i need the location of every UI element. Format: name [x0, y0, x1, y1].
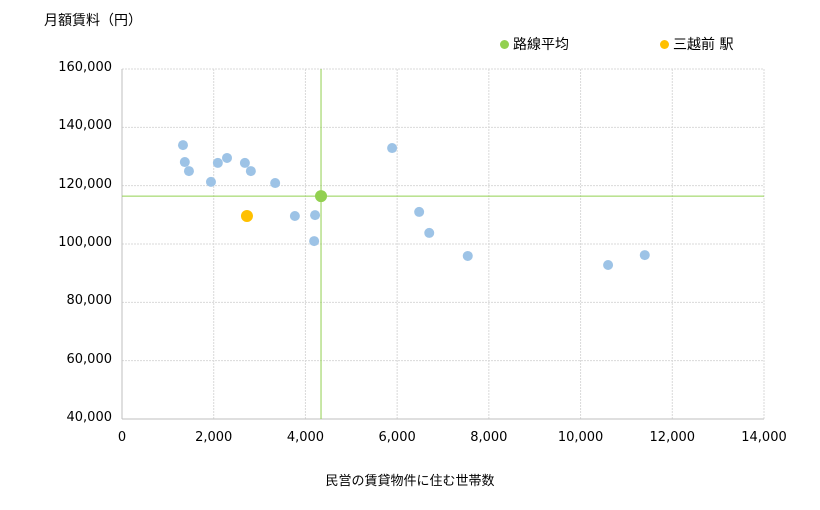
legend-item-route-average: 路線平均 — [500, 34, 569, 54]
y-tick-label: 60,000 — [66, 351, 113, 367]
legend-item-station: 三越前 駅 — [660, 34, 733, 54]
orange-dot-icon — [660, 39, 669, 49]
x-tick-label: 12,000 — [649, 430, 696, 445]
x-tick-label: 8,000 — [470, 430, 508, 445]
x-tick-label: 4,000 — [286, 430, 325, 445]
x-tick-label: 14,000 — [741, 430, 787, 445]
data-point — [240, 210, 253, 222]
data-point — [205, 176, 216, 187]
data-point — [424, 227, 435, 238]
green-dot-icon — [500, 39, 509, 49]
data-point — [309, 236, 320, 247]
y-tick-label: 160,000 — [58, 60, 112, 75]
x-axis-title: 民営の賃貸物件に住む世帯数 — [325, 474, 495, 489]
data-point — [414, 206, 425, 217]
y-tick-label: 120,000 — [58, 176, 112, 192]
legend-label: 路線平均 — [513, 37, 569, 53]
data-point — [315, 190, 328, 203]
data-point — [639, 250, 650, 261]
data-point — [310, 210, 321, 221]
y-tick-label: 100,000 — [58, 235, 112, 250]
data-point — [179, 157, 190, 168]
y-tick-label: 80,000 — [66, 293, 113, 309]
data-point — [222, 152, 233, 163]
data-point — [212, 157, 223, 168]
legend-label: 三越前 駅 — [673, 37, 734, 53]
data-point — [270, 178, 281, 189]
data-point — [462, 250, 473, 261]
data-point — [177, 140, 188, 151]
data-point — [183, 166, 194, 177]
x-tick-label: 0 — [117, 430, 127, 445]
data-point — [289, 211, 300, 221]
data-point — [603, 260, 614, 270]
y-tick-label: 140,000 — [58, 118, 112, 134]
data-point — [239, 157, 250, 168]
data-point — [387, 143, 398, 154]
x-tick-label: 10,000 — [557, 430, 604, 445]
data-point — [245, 166, 256, 177]
y-tick-label: 40,000 — [66, 410, 113, 425]
x-tick-label: 2,000 — [195, 430, 233, 445]
x-tick-label: 6,000 — [378, 430, 416, 445]
y-axis-title: 月額賃料（円） — [44, 13, 142, 29]
